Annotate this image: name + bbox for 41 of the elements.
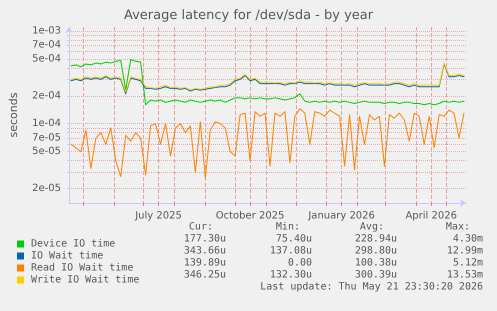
text: 228.94u	[354, 234, 398, 244]
chart-title: Average latency for /dev/sda - by year	[124, 8, 374, 23]
legend-label: IO Wait time	[31, 250, 104, 262]
text: 12.99m	[446, 246, 483, 256]
text: Avg:	[360, 222, 384, 232]
y-tick-label: 7e-05	[32, 132, 61, 144]
text: 4.30m	[452, 234, 484, 244]
text: 300.39u	[354, 270, 398, 280]
x-tick-label: January 2026	[307, 210, 375, 222]
text: 298.80u	[354, 246, 398, 256]
text: Min:	[276, 222, 300, 232]
legend-label: Read IO Wait time	[31, 262, 134, 274]
text: 343.66u	[184, 246, 226, 256]
text: 13.53m	[446, 270, 483, 280]
y-tick-label: 2e-04	[32, 90, 61, 102]
y-axis-title: seconds	[7, 92, 20, 138]
y-tick-label: 5e-05	[32, 146, 61, 158]
y-tick-label: 5e-04	[32, 53, 61, 64]
text: 0.00	[288, 258, 312, 268]
text: Max:	[446, 222, 470, 232]
line-series	[70, 108, 465, 179]
text: 132.30u	[270, 270, 312, 280]
y-tick-label: 2e-05	[32, 183, 61, 194]
text: 137.08u	[270, 246, 312, 256]
y-tick-label: 7e-04	[32, 40, 61, 51]
text: 346.25u	[184, 270, 226, 280]
y-tick-label: 1e-04	[32, 118, 61, 130]
x-tick-label: October 2025	[216, 210, 284, 222]
x-tick-label: July 2025	[134, 210, 182, 222]
text: 5.12m	[452, 258, 484, 268]
line-series	[70, 59, 465, 106]
text: 139.89u	[184, 258, 226, 268]
legend-label: Device IO time	[31, 238, 116, 250]
legend-label: Write IO Wait time	[31, 274, 140, 286]
text: 75.40u	[276, 234, 312, 244]
text: Last update: Thu May 21 23:30:20 2026	[260, 282, 484, 292]
text: Cur:	[188, 222, 213, 232]
text: 100.38u	[354, 258, 398, 268]
text: 177.30u	[184, 234, 226, 244]
x-tick-label: April 2026	[405, 210, 457, 222]
y-tick-label: 1e-03	[32, 25, 61, 36]
